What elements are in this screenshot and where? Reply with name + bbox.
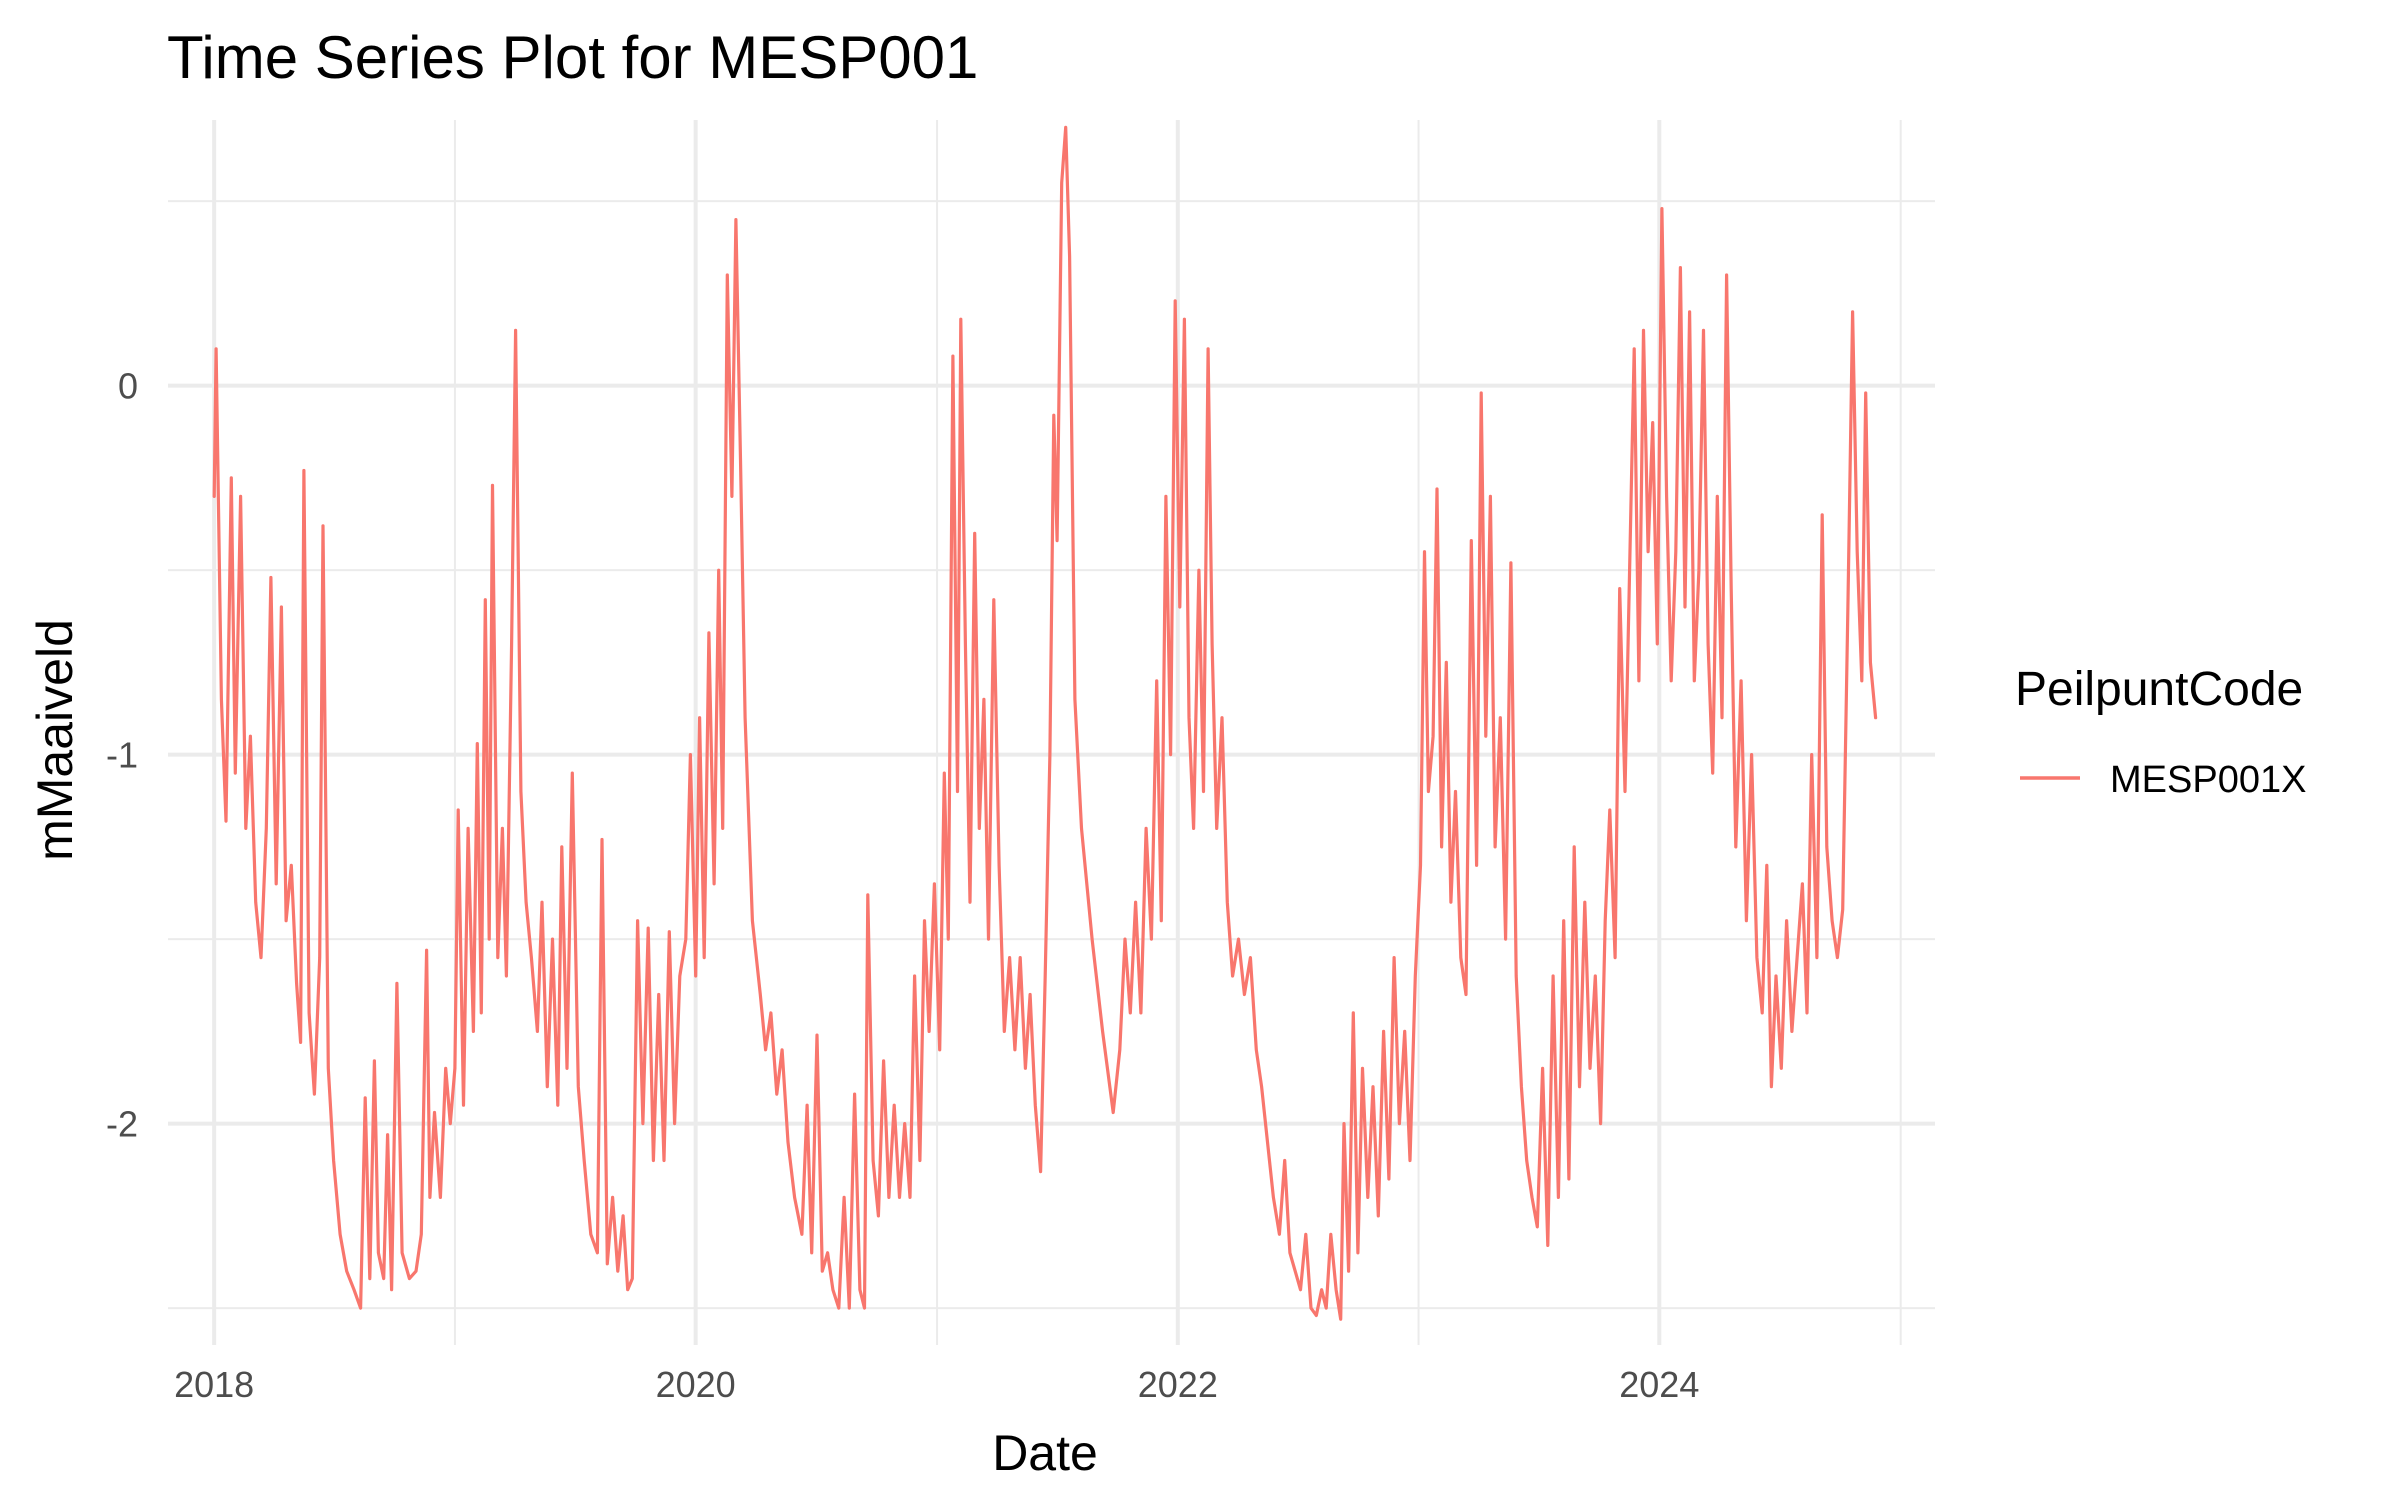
legend-title: PeilpuntCode — [2015, 663, 2303, 716]
x-axis-label: Date — [992, 1425, 1098, 1481]
x-tick-label: 2024 — [1619, 1364, 1699, 1405]
legend: PeilpuntCode MESP001X — [2015, 663, 2306, 801]
y-axis-label: mMaaiveld — [27, 619, 83, 861]
x-tick-label: 2020 — [656, 1364, 736, 1405]
legend-entry-label: MESP001X — [2110, 759, 2306, 801]
y-tick-label: -2 — [106, 1104, 138, 1145]
series-line-mesp001x — [212, 125, 1878, 1321]
x-tick-label: 2018 — [174, 1364, 254, 1405]
major-gridlines — [168, 120, 1935, 1345]
y-tick-label: -1 — [106, 735, 138, 776]
tick-labels: 0 -1 -2 2018 2020 2022 2024 — [106, 366, 1699, 1405]
series-layer — [212, 125, 1878, 1321]
x-tick-label: 2022 — [1138, 1364, 1218, 1405]
y-tick-label: 0 — [118, 366, 138, 407]
chart-title: Time Series Plot for MESP001 — [167, 24, 978, 91]
